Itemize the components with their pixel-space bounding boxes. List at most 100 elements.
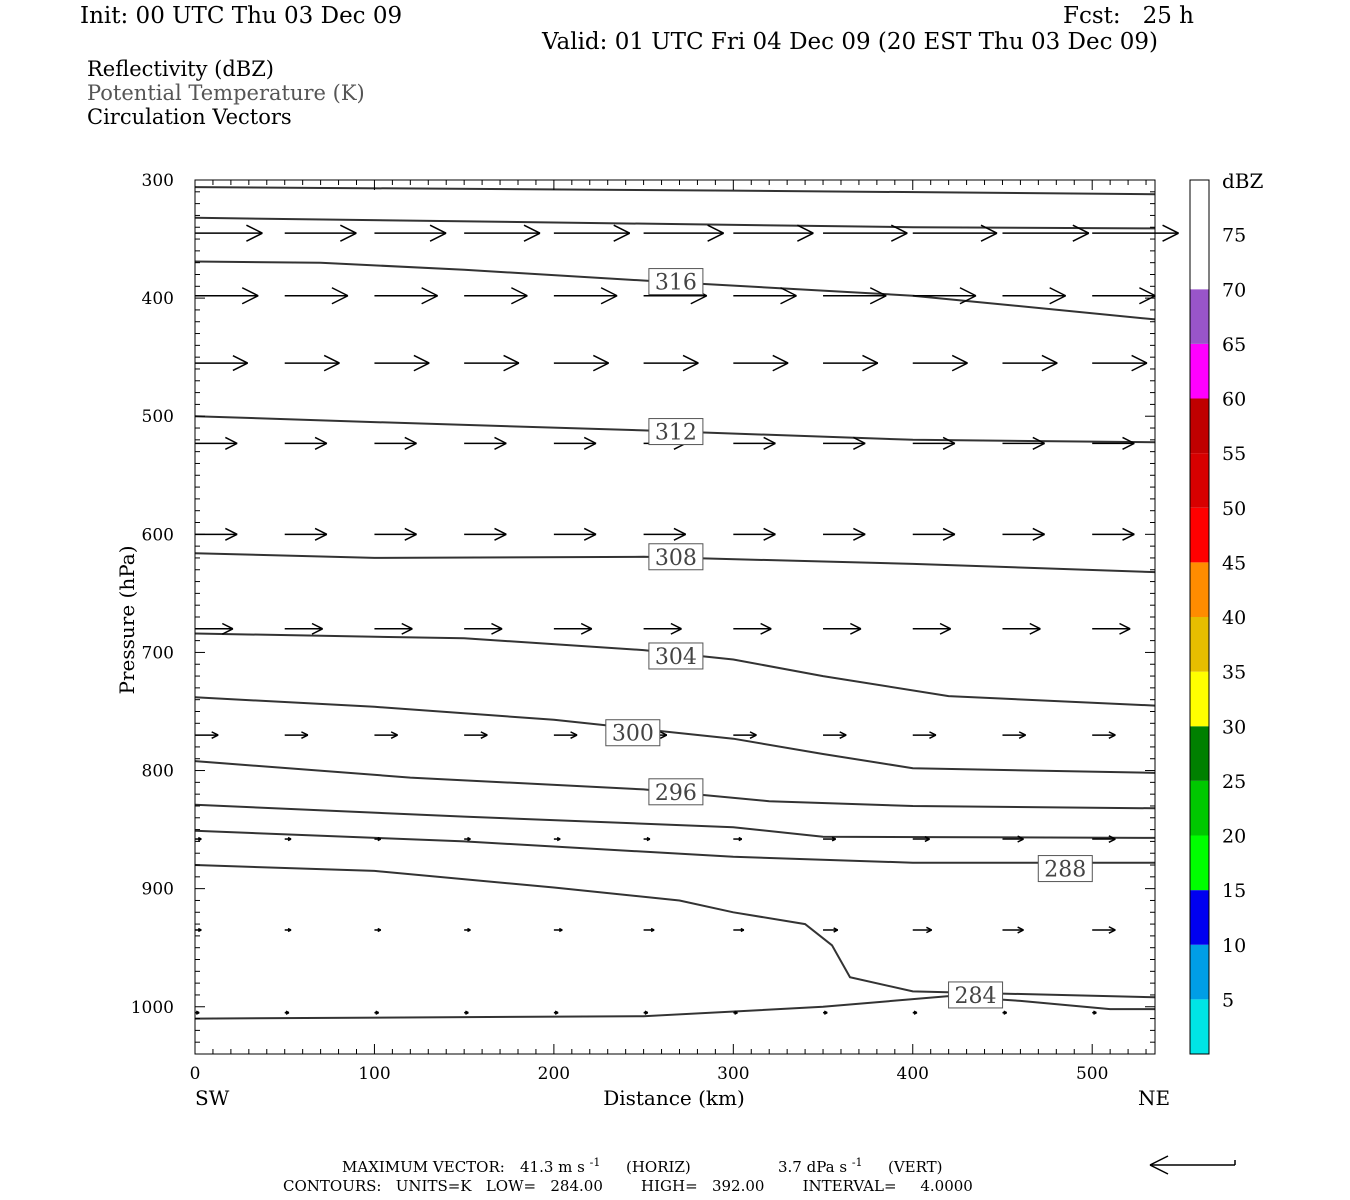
- colorbar-tick-label: 15: [1222, 880, 1246, 902]
- theta-contour-288: [194, 829, 1155, 864]
- contour-label-box: [948, 981, 1004, 1009]
- circulation-vector: [733, 224, 814, 242]
- circulation-vector: [1002, 224, 1090, 242]
- contour-labels: 316 312 308 304 300 296 288 284: [605, 268, 1093, 1009]
- contour-label: 284: [955, 984, 997, 1009]
- circulation-vector: [643, 224, 724, 242]
- circulation-vector: [195, 1010, 200, 1015]
- circulation-vector: [553, 287, 618, 305]
- circulation-vector: [733, 731, 757, 740]
- colorbar-tick-label: 75: [1222, 225, 1246, 247]
- circulation-vector: [1092, 354, 1148, 372]
- theta-contour-320: [194, 186, 1156, 196]
- circulation-vector: [733, 622, 772, 635]
- x-tick-label: 300: [717, 1064, 749, 1084]
- circulation-vector: [1092, 527, 1135, 541]
- circulation-vector: [912, 287, 977, 305]
- circulation-vector: [912, 224, 998, 242]
- circulation-vector: [912, 836, 930, 843]
- circulation-vector: [912, 731, 937, 740]
- circulation-vector: [464, 622, 503, 635]
- circulation-vector: [284, 354, 340, 372]
- circulation-vector: [733, 527, 776, 541]
- circulation-vector: [1092, 622, 1131, 635]
- circulation-vector: [464, 224, 541, 242]
- circulation-vector: [1092, 835, 1116, 843]
- contour-label-box: [648, 642, 704, 670]
- circulation-vector: [195, 622, 234, 635]
- max-horiz-exponent: -1: [590, 1156, 601, 1169]
- theta-contour-284: [194, 995, 1155, 1020]
- colorbar-tick-label: 20: [1222, 826, 1246, 848]
- colorbar-tick-label: 45: [1222, 552, 1246, 574]
- contour-label: 308: [655, 546, 697, 571]
- x-tick-label: 400: [897, 1064, 929, 1084]
- circulation-vector: [284, 622, 323, 635]
- colorbar: 5 10 15 20 25 30 35 40 45 50 55 60 65 70 75: [1189, 179, 1246, 1055]
- theta-contour-312: [194, 415, 1156, 444]
- circulation-vector: [195, 436, 238, 450]
- theta-contour-308: [194, 552, 1156, 574]
- contour-label: 296: [655, 781, 697, 806]
- theta-contours: [194, 186, 1156, 1020]
- colorbar-swatch: [1190, 343, 1209, 399]
- theta-contour-304: [194, 632, 1156, 707]
- theta-contour-286: [194, 864, 1156, 999]
- colorbar-frame: [1189, 179, 1210, 1055]
- colorbar-swatch: [1190, 671, 1209, 727]
- contour-label: 316: [655, 271, 697, 296]
- circulation-vector: [1092, 731, 1116, 740]
- circulation-vector: [464, 927, 471, 933]
- colorbar-swatch: [1190, 835, 1209, 891]
- circulation-vector: [733, 436, 776, 450]
- circulation-vector: [823, 527, 866, 541]
- contour-label-box: [648, 543, 704, 571]
- circulation-vector: [733, 354, 789, 372]
- circulation-vector: [1002, 287, 1067, 305]
- max-horiz-value: 41.3 m s: [520, 1158, 585, 1176]
- circulation-vector: [1002, 731, 1026, 740]
- circulation-vector: [733, 287, 797, 305]
- circulation-vector: [284, 731, 309, 740]
- x-axis-title: Distance (km): [603, 1086, 745, 1110]
- theta-contour-318: [194, 216, 1156, 230]
- field-reflectivity: Reflectivity (dBZ): [87, 57, 275, 81]
- circulation-vector: [195, 836, 202, 842]
- circulation-vector: [553, 527, 597, 541]
- colorbar-tick-label: 10: [1222, 935, 1246, 957]
- colorbar-tick-label: 35: [1222, 662, 1246, 684]
- circulation-vector: [912, 622, 952, 635]
- y-tick-label: 800: [142, 762, 174, 782]
- x-tick-label: 100: [358, 1064, 390, 1084]
- theta-contour-300: [194, 696, 1156, 774]
- circulation-vectors: [195, 224, 1179, 1015]
- circulation-vector: [374, 927, 382, 933]
- circulation-vector: [284, 436, 328, 450]
- circulation-vector: [912, 354, 968, 372]
- circulation-vector: [823, 354, 879, 372]
- colorbar-tick-label: 50: [1222, 498, 1246, 520]
- circulation-vector: [823, 287, 887, 305]
- max-vector-label: MAXIMUM VECTOR:: [342, 1158, 505, 1176]
- contour-label: 312: [655, 421, 697, 446]
- circulation-vector: [643, 622, 682, 635]
- circulation-vector: [195, 224, 263, 242]
- contours-info: CONTOURS: UNITS=K LOW= 284.00 HIGH= 392.…: [283, 1177, 973, 1195]
- circulation-vector: [1092, 287, 1156, 305]
- circulation-vector: [912, 1010, 918, 1015]
- circulation-vector: [195, 355, 248, 372]
- y-tick-label: 600: [142, 525, 174, 545]
- circulation-vector: [195, 287, 259, 305]
- colorbar-swatch: [1190, 562, 1209, 617]
- colorbar-swatch: [1190, 780, 1209, 836]
- circulation-vector: [464, 354, 520, 372]
- circulation-vector: [1092, 926, 1116, 934]
- circulation-vector: [284, 224, 357, 242]
- colorbar-swatch: [1190, 289, 1209, 344]
- init-time: Init: 00 UTC Thu 03 Dec 09: [80, 3, 403, 29]
- circulation-vector: [1002, 527, 1045, 541]
- colorbar-tick-label: 30: [1222, 716, 1246, 738]
- colorbar-swatch: [1190, 398, 1209, 454]
- circulation-vector: [643, 927, 655, 933]
- theta-contour-292: [194, 803, 1156, 839]
